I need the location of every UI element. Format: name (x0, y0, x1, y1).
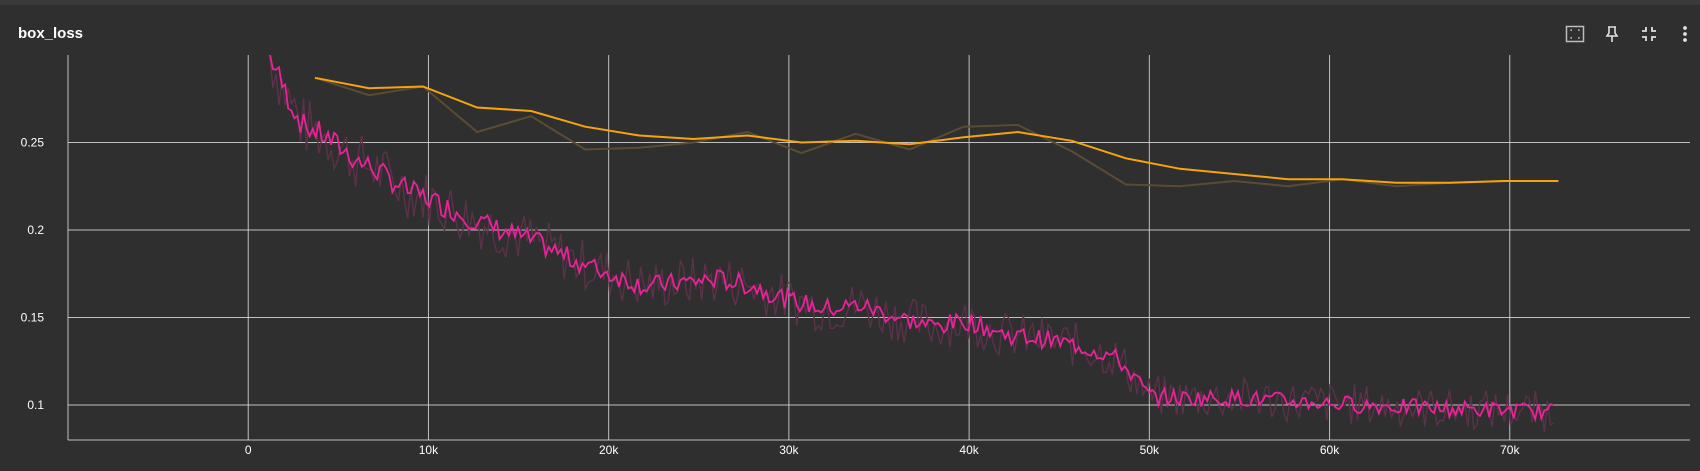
y-tick-label: 0.1 (27, 398, 44, 412)
x-tick-label: 10k (419, 443, 439, 457)
x-tick-label: 20k (599, 443, 619, 457)
y-tick-label: 0.25 (21, 136, 45, 150)
train-raw-line (269, 55, 1554, 433)
fit-domain-icon[interactable] (1560, 19, 1590, 49)
x-tick-label: 50k (1140, 443, 1160, 457)
x-tick-label: 40k (959, 443, 979, 457)
chart-title: box_loss (18, 25, 84, 42)
grid-lines (68, 55, 1690, 440)
fullscreen-exit-icon[interactable] (1634, 19, 1664, 49)
x-tick-label: 30k (779, 443, 799, 457)
val-raw-line (314, 76, 1559, 188)
series-lines (269, 55, 1559, 433)
x-tick-label: 60k (1320, 443, 1340, 457)
x-tick-label: 0 (245, 443, 252, 457)
y-tick-label: 0.2 (27, 223, 44, 237)
y-tick-label: 0.15 (21, 311, 45, 325)
y-tick-labels: 0.1 0.15 0.2 0.25 (21, 136, 45, 413)
plot-border (67, 55, 1690, 441)
more-vert-icon[interactable] (1670, 19, 1700, 49)
x-tick-labels: 0 10k 20k 30k 40k 50k 60k 70k (245, 443, 1521, 457)
train-smoothed-line (269, 55, 1554, 423)
val-smoothed-line (314, 76, 1559, 184)
x-tick-label: 70k (1500, 443, 1520, 457)
pin-icon[interactable] (1597, 19, 1627, 49)
